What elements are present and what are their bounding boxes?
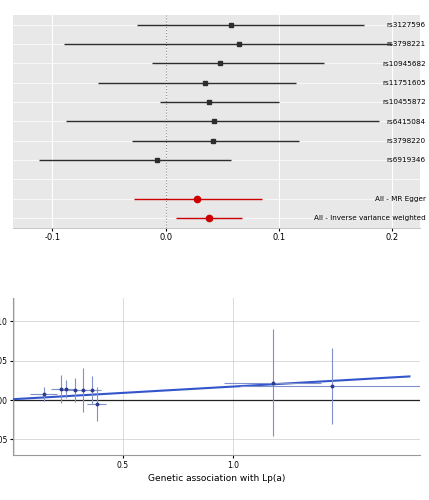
- X-axis label: Genetic association with Lp(a): Genetic association with Lp(a): [148, 474, 285, 482]
